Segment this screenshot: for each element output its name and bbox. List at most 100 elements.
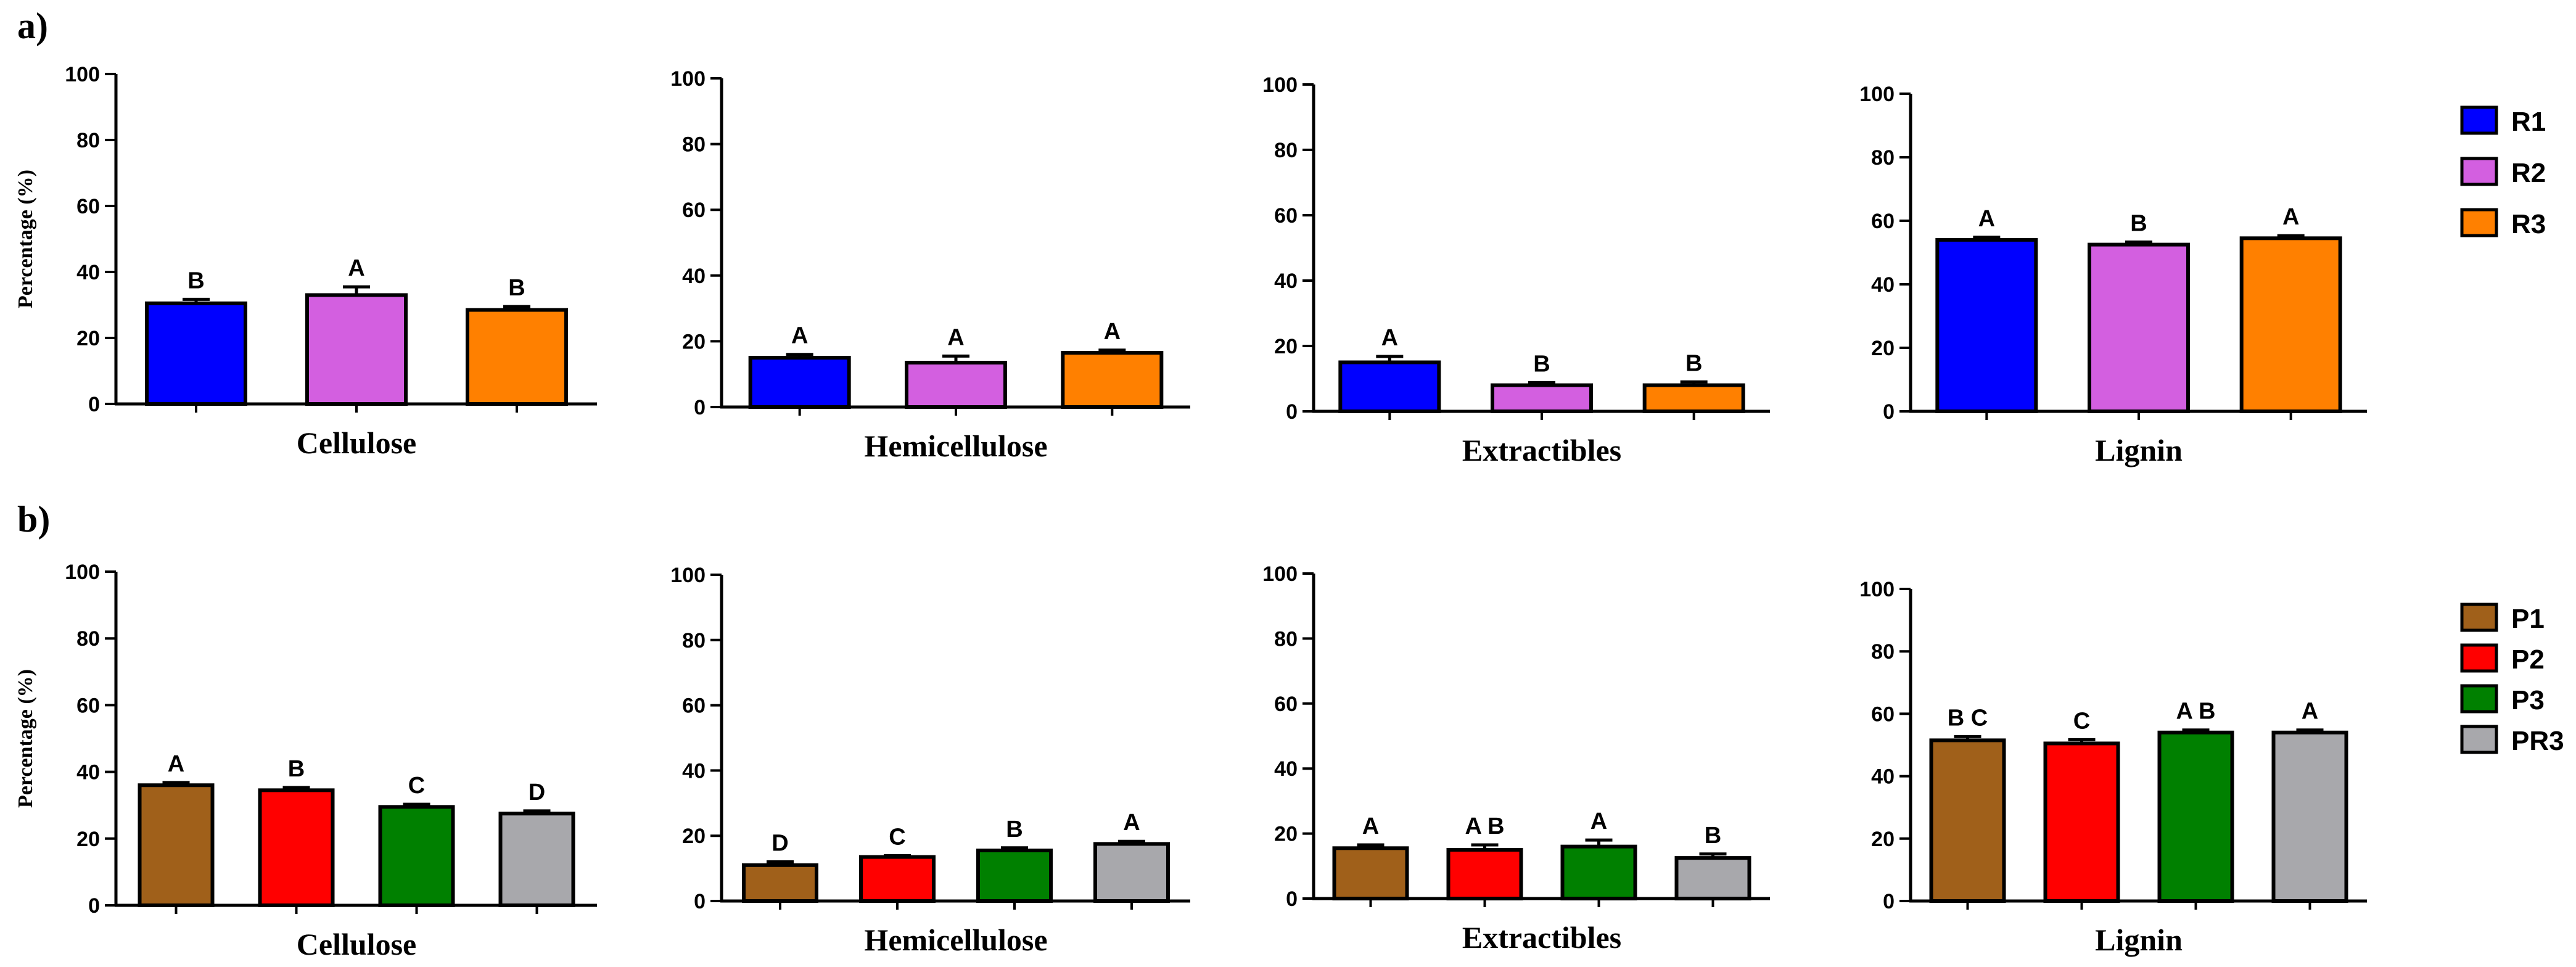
- bar-r1: [748, 356, 851, 409]
- y-tick-label: 80: [1274, 139, 1298, 162]
- x-axis-label: Extractibles: [1462, 920, 1621, 955]
- significance-label: C: [2073, 708, 2090, 734]
- y-tick-label: 40: [1871, 765, 1895, 789]
- y-tick-label: 100: [670, 67, 706, 91]
- x-axis-label: Cellulose: [297, 927, 416, 961]
- y-tick-label: 20: [1274, 335, 1298, 358]
- y-tick-label: 40: [76, 261, 100, 284]
- significance-label: A B: [1465, 813, 1504, 839]
- x-axis-label: Hemicellulose: [864, 429, 1047, 463]
- significance-label: B: [1006, 817, 1023, 842]
- panel-label-b: b): [17, 499, 50, 540]
- panel-label-a: a): [17, 6, 48, 46]
- legend-b: P1 P2 P3 PR3: [2460, 603, 2564, 756]
- y-tick-label: 40: [682, 759, 706, 783]
- bar-pr3: [2271, 730, 2348, 903]
- significance-label: A: [1978, 206, 1995, 232]
- significance-label: B: [187, 268, 204, 294]
- legend-label-p1: P1: [2511, 604, 2545, 634]
- y-tick-label: 0: [1883, 400, 1895, 424]
- y-tick-label: 20: [76, 828, 100, 851]
- legend-label-pr3: PR3: [2511, 726, 2564, 756]
- y-tick-label: 0: [694, 396, 706, 419]
- legend-label-r1: R1: [2511, 107, 2546, 137]
- significance-label: A: [791, 323, 808, 349]
- significance-label: B: [1685, 350, 1702, 376]
- bar-r3: [1642, 383, 1745, 413]
- significance-label: C: [889, 824, 905, 850]
- y-tick-label: 80: [1274, 627, 1298, 651]
- x-axis-label: Lignin: [2095, 923, 2183, 957]
- bar-p2: [2043, 741, 2120, 903]
- y-tick-label: 60: [682, 694, 706, 718]
- bar-pr3: [1093, 842, 1170, 903]
- chart-b-extractibles: 0 20 40 60 80 100 A A B A B Extractibles: [1262, 562, 1770, 955]
- chart-b-hemicellulose: 0 20 40 60 80 100 D C B A Hemicellulose: [670, 564, 1190, 957]
- significance-label: B: [1705, 823, 1721, 849]
- y-tick-label: 0: [88, 393, 100, 416]
- bar-p2: [258, 788, 335, 907]
- y-tick-label: 100: [65, 63, 100, 86]
- legend-swatch-p2: [2460, 643, 2498, 673]
- chart-a-hemicellulose: 0 20 40 60 80 100 A A A Hemicellulose: [670, 67, 1190, 463]
- significance-label: C: [408, 773, 425, 799]
- y-tick-label: 0: [1286, 400, 1298, 424]
- y-tick-label: 40: [1274, 757, 1298, 781]
- y-tick-label: 100: [670, 564, 706, 587]
- x-axis-label: Cellulose: [297, 426, 416, 460]
- legend-swatch-r2: [2460, 157, 2498, 186]
- y-tick-label: 100: [1262, 562, 1298, 586]
- bar-r1: [1935, 237, 2038, 413]
- y-tick-label: 60: [76, 694, 100, 717]
- significance-label: A B: [2176, 699, 2215, 725]
- bar-r1: [1338, 360, 1441, 413]
- legend-swatch-p3: [2460, 684, 2498, 714]
- charts: 0 20 40 60 80 100 B A B Cellulose Percentage (%) 0 2…: [14, 63, 2367, 961]
- bar-pr3: [498, 812, 575, 907]
- bar-r2: [905, 361, 1007, 409]
- bar-p2: [1446, 847, 1523, 900]
- y-tick-label: 80: [682, 133, 706, 157]
- significance-label: A: [1362, 813, 1379, 839]
- chart-b-lignin: 0 20 40 60 80 100 B C C A B A Lignin: [1859, 578, 2367, 957]
- y-tick-label: 20: [682, 825, 706, 848]
- y-tick-label: 80: [76, 129, 100, 152]
- legend-label-r3: R3: [2511, 209, 2546, 239]
- significance-label: B: [1533, 351, 1550, 377]
- bar-pr3: [1674, 856, 1751, 900]
- significance-label: A: [1590, 809, 1607, 834]
- y-tick-label: 0: [694, 890, 706, 913]
- significance-label: A: [1104, 319, 1121, 345]
- y-axis-label: Percentage (%): [14, 669, 37, 808]
- significance-label: A: [1123, 810, 1140, 836]
- significance-label: A: [1381, 325, 1398, 351]
- significance-label: A: [2302, 699, 2318, 725]
- y-tick-label: 80: [1871, 640, 1895, 664]
- bar-r3: [1061, 351, 1164, 409]
- bar-p1: [1332, 846, 1409, 900]
- y-tick-label: 20: [1871, 337, 1895, 360]
- bar-p3: [976, 849, 1053, 903]
- chart-b-cellulose: 0 20 40 60 80 100 A B C D Cellulose Percentage (%): [14, 561, 597, 961]
- legend-label-p2: P2: [2511, 644, 2545, 675]
- y-tick-label: 40: [76, 761, 100, 784]
- bar-r1: [145, 301, 247, 406]
- chart-a-lignin: 0 20 40 60 80 100 A B A Lignin: [1859, 83, 2367, 467]
- legend-swatch-pr3: [2460, 725, 2498, 754]
- y-tick-label: 100: [1859, 578, 1895, 601]
- chart-a-cellulose: 0 20 40 60 80 100 B A B Cellulose Percentage (%): [14, 63, 597, 460]
- significance-label: B C: [1948, 705, 1988, 731]
- bar-p3: [378, 805, 455, 908]
- legend-swatch-r3: [2460, 208, 2498, 237]
- significance-label: B: [508, 275, 525, 301]
- bar-r3: [466, 308, 568, 406]
- y-tick-label: 60: [1274, 693, 1298, 716]
- bar-p1: [1929, 738, 2006, 903]
- y-tick-label: 80: [76, 627, 100, 651]
- y-tick-label: 20: [682, 330, 706, 353]
- bar-r3: [2239, 236, 2342, 413]
- y-tick-label: 0: [1883, 890, 1895, 913]
- legend-a: R1 R2 R3: [2460, 105, 2546, 239]
- y-tick-label: 60: [682, 199, 706, 222]
